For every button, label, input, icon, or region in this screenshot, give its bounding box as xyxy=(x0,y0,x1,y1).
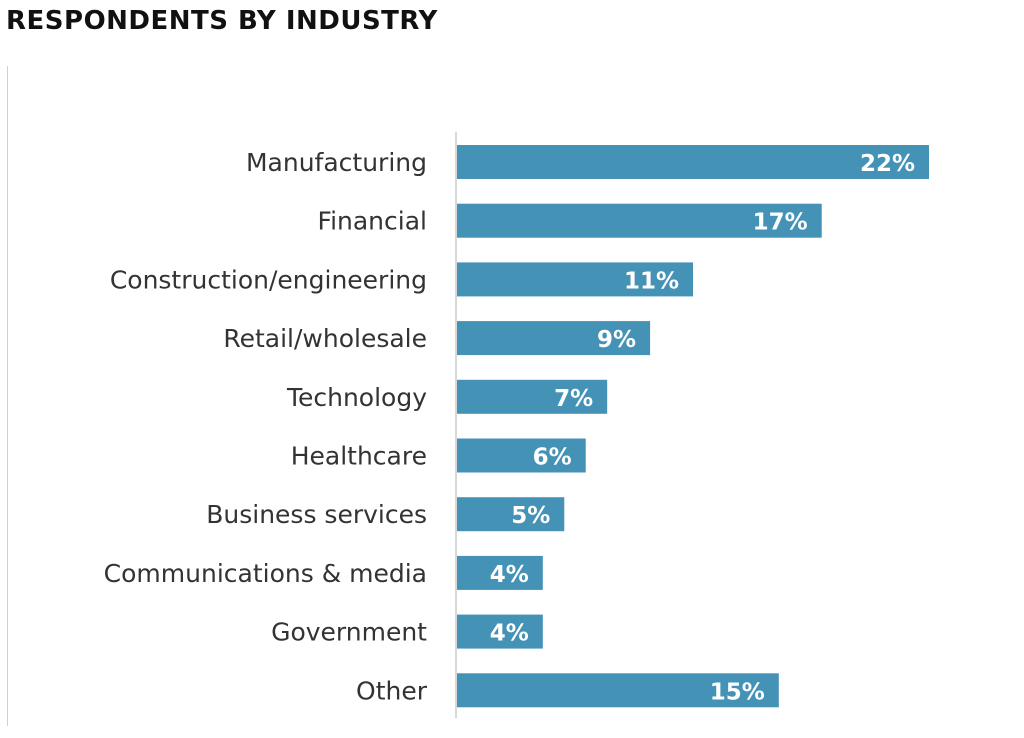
frame-divider xyxy=(7,66,8,726)
bar xyxy=(457,497,565,532)
bar-value-label: 15% xyxy=(710,679,765,705)
category-label: Other xyxy=(356,676,428,705)
bar xyxy=(457,673,779,708)
category-label: Financial xyxy=(318,207,427,236)
bar xyxy=(457,555,543,590)
bar xyxy=(457,614,543,649)
category-label: Business services xyxy=(206,500,427,529)
category-label: Retail/wholesale xyxy=(223,324,427,353)
bar-value-label: 7% xyxy=(554,386,593,412)
bar xyxy=(457,321,651,356)
category-label: Manufacturing xyxy=(246,148,427,177)
category-label: Government xyxy=(271,618,427,647)
bars-group: Manufacturing 22% Financial 17% Construction… xyxy=(104,145,929,708)
bar xyxy=(457,438,586,473)
chart-title: RESPONDENTS BY INDUSTRY xyxy=(6,6,438,36)
bar-value-label: 22% xyxy=(860,151,915,177)
bar-value-label: 6% xyxy=(533,445,572,471)
bar-value-label: 11% xyxy=(624,268,679,294)
bar xyxy=(457,262,693,297)
bar xyxy=(457,145,929,179)
bar xyxy=(457,379,608,414)
bar xyxy=(457,203,822,238)
bar-value-label: 5% xyxy=(511,503,550,529)
bar-value-label: 9% xyxy=(597,327,636,353)
bar-value-label: 4% xyxy=(490,621,529,647)
category-label: Healthcare xyxy=(291,442,427,471)
category-label: Communications & media xyxy=(104,559,427,588)
category-label: Construction/engineering xyxy=(110,265,427,294)
bar-value-label: 4% xyxy=(490,562,529,588)
bar-value-label: 17% xyxy=(753,210,808,236)
category-label: Technology xyxy=(286,383,427,412)
